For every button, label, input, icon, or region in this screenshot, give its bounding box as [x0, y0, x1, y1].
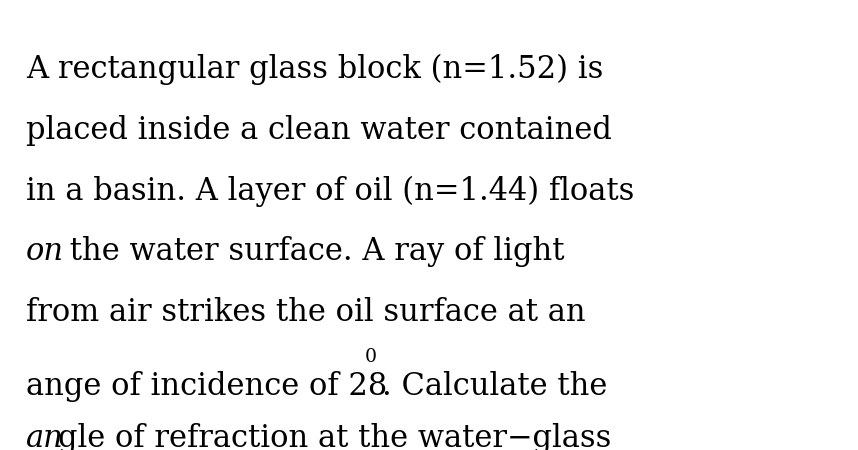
Text: the water surface. A ray of light: the water surface. A ray of light [60, 236, 565, 267]
Text: . Calculate the: . Calculate the [382, 371, 607, 402]
Text: an: an [26, 423, 63, 450]
Text: A rectangular glass block (n=1.52) is: A rectangular glass block (n=1.52) is [26, 54, 603, 85]
Text: 0: 0 [365, 348, 377, 366]
Text: from air strikes the oil surface at an: from air strikes the oil surface at an [26, 297, 585, 328]
Text: in a basin. A layer of oil (n=1.44) floats: in a basin. A layer of oil (n=1.44) floa… [26, 176, 634, 207]
Text: placed inside a clean water contained: placed inside a clean water contained [26, 115, 612, 146]
Text: on: on [26, 236, 63, 267]
Text: gle of refraction at the water−glass: gle of refraction at the water−glass [58, 423, 612, 450]
Text: ange of incidence of 28: ange of incidence of 28 [26, 371, 387, 402]
